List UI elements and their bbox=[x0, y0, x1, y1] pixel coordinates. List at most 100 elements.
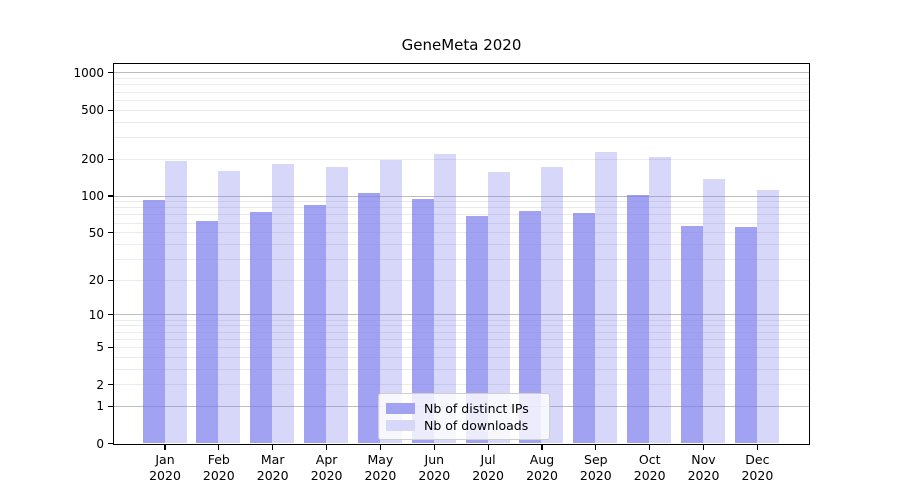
bar-distinct-ips-jan bbox=[142, 199, 165, 443]
gridline-minor-400 bbox=[114, 121, 809, 123]
x-tick-mark-may bbox=[379, 445, 381, 450]
gridline-minor-500 bbox=[114, 109, 809, 111]
gridline-minor-200 bbox=[114, 158, 809, 160]
bar-distinct-ips-sep bbox=[573, 212, 596, 443]
x-tick-mark-apr bbox=[325, 445, 328, 450]
legend-swatch-downloads bbox=[386, 419, 415, 431]
legend-item-distinct-ips: Nb of distinct IPs bbox=[386, 400, 541, 416]
legend: Nb of distinct IPs Nb of downloads bbox=[378, 393, 550, 440]
bar-distinct-ips-feb bbox=[196, 220, 219, 443]
y-tick-label-50: 50 bbox=[88, 225, 104, 240]
bar-distinct-ips-jul bbox=[465, 215, 488, 443]
gridline-minor-700 bbox=[114, 91, 809, 93]
x-tick-mark-mar bbox=[272, 445, 274, 450]
bar-distinct-ips-jun bbox=[411, 199, 434, 443]
y-tick-label-200: 200 bbox=[81, 152, 104, 167]
gridline-minor-3 bbox=[114, 368, 809, 370]
bar-downloads-jan bbox=[164, 160, 187, 443]
bar-downloads-feb bbox=[218, 171, 241, 443]
bar-distinct-ips-apr bbox=[304, 204, 327, 443]
plot-area bbox=[113, 63, 810, 445]
x-tick-mark-dec bbox=[756, 445, 758, 450]
y-tick-label-100: 100 bbox=[81, 189, 104, 203]
x-tick-label-jul: Jul 2020 bbox=[472, 452, 504, 483]
legend-label-distinct-ips: Nb of distinct IPs bbox=[424, 400, 529, 416]
gridline-minor-2 bbox=[114, 384, 809, 386]
y-tick-mark-2 bbox=[108, 384, 113, 386]
x-tick-label-aug: Aug 2020 bbox=[526, 452, 558, 483]
y-tick-label-2: 2 bbox=[96, 377, 104, 392]
x-tick-label-mar: Mar 2020 bbox=[256, 452, 289, 483]
bar-distinct-ips-oct bbox=[627, 194, 650, 443]
y-tick-mark-0 bbox=[108, 442, 113, 445]
gridline-minor-4 bbox=[114, 356, 809, 358]
y-tick-mark-1000 bbox=[108, 72, 113, 74]
x-tick-label-jun: Jun 2020 bbox=[418, 452, 451, 483]
gridline-minor-800 bbox=[114, 84, 809, 86]
gridline-minor-60 bbox=[114, 222, 809, 224]
gridline-major-100 bbox=[114, 195, 809, 197]
x-tick-mark-jan bbox=[164, 445, 166, 450]
bar-downloads-dec bbox=[756, 189, 779, 443]
x-tick-label-feb: Feb 2020 bbox=[202, 452, 235, 483]
y-tick-mark-100 bbox=[108, 195, 113, 197]
y-tick-mark-200 bbox=[108, 158, 113, 160]
gridline-minor-40 bbox=[114, 243, 809, 245]
legend-swatch-distinct-ips bbox=[386, 402, 415, 414]
y-tick-label-1000: 1000 bbox=[73, 65, 104, 80]
gridline-minor-90 bbox=[114, 201, 809, 203]
chart-title: GeneMeta 2020 bbox=[401, 36, 522, 54]
gridline-minor-900 bbox=[114, 78, 809, 80]
y-tick-label-1: 1 bbox=[96, 399, 104, 414]
gridline-minor-5 bbox=[114, 346, 809, 348]
bar-downloads-mar bbox=[272, 164, 295, 443]
x-tick-mark-feb bbox=[218, 445, 220, 450]
x-tick-mark-jun bbox=[433, 445, 435, 450]
x-tick-mark-oct bbox=[649, 445, 651, 450]
x-tick-label-oct: Oct 2020 bbox=[633, 452, 666, 483]
bar-downloads-jun bbox=[433, 154, 456, 443]
gridline-minor-70 bbox=[114, 214, 809, 216]
gridline-minor-7 bbox=[114, 331, 809, 333]
gridline-minor-50 bbox=[114, 232, 809, 234]
y-tick-mark-10 bbox=[108, 314, 113, 316]
y-tick-mark-1 bbox=[108, 405, 113, 407]
y-tick-mark-5 bbox=[108, 346, 113, 348]
legend-item-downloads: Nb of downloads bbox=[386, 417, 541, 433]
x-tick-mark-sep bbox=[595, 445, 597, 450]
x-tick-mark-jul bbox=[487, 445, 489, 450]
x-tick-label-may: May 2020 bbox=[364, 452, 397, 483]
gridline-minor-600 bbox=[114, 99, 809, 101]
y-tick-label-20: 20 bbox=[88, 273, 104, 288]
bar-downloads-may bbox=[379, 159, 402, 443]
bar-distinct-ips-may bbox=[357, 192, 380, 443]
gridline-minor-8 bbox=[114, 325, 809, 327]
gridline-major-1000 bbox=[114, 72, 809, 74]
bar-downloads-oct bbox=[649, 157, 672, 443]
bar-downloads-apr bbox=[326, 166, 349, 443]
gridline-minor-9 bbox=[114, 319, 809, 321]
x-tick-label-dec: Dec 2020 bbox=[741, 452, 774, 483]
bar-downloads-jul bbox=[487, 171, 510, 443]
y-tick-label-500: 500 bbox=[81, 103, 104, 118]
x-tick-label-jan: Jan 2020 bbox=[149, 452, 181, 483]
gridline-minor-300 bbox=[114, 136, 809, 138]
x-tick-mark-aug bbox=[541, 445, 543, 450]
y-tick-mark-500 bbox=[108, 109, 113, 111]
bar-downloads-sep bbox=[595, 151, 618, 443]
gridline-minor-80 bbox=[114, 207, 809, 209]
y-tick-mark-20 bbox=[108, 279, 113, 281]
bar-distinct-ips-aug bbox=[519, 210, 542, 443]
gridline-minor-20 bbox=[114, 279, 809, 281]
y-tick-label-0: 0 bbox=[96, 436, 104, 451]
x-tick-mark-nov bbox=[702, 445, 705, 450]
y-tick-mark-50 bbox=[108, 232, 113, 234]
gridline-major-10 bbox=[114, 314, 809, 316]
gridline-minor-30 bbox=[114, 258, 809, 260]
bar-downloads-nov bbox=[703, 179, 725, 443]
bar-distinct-ips-mar bbox=[250, 212, 273, 443]
x-tick-label-sep: Sep 2020 bbox=[579, 452, 612, 483]
x-tick-label-nov: Nov 2020 bbox=[687, 452, 720, 483]
legend-label-downloads: Nb of downloads bbox=[424, 417, 529, 433]
